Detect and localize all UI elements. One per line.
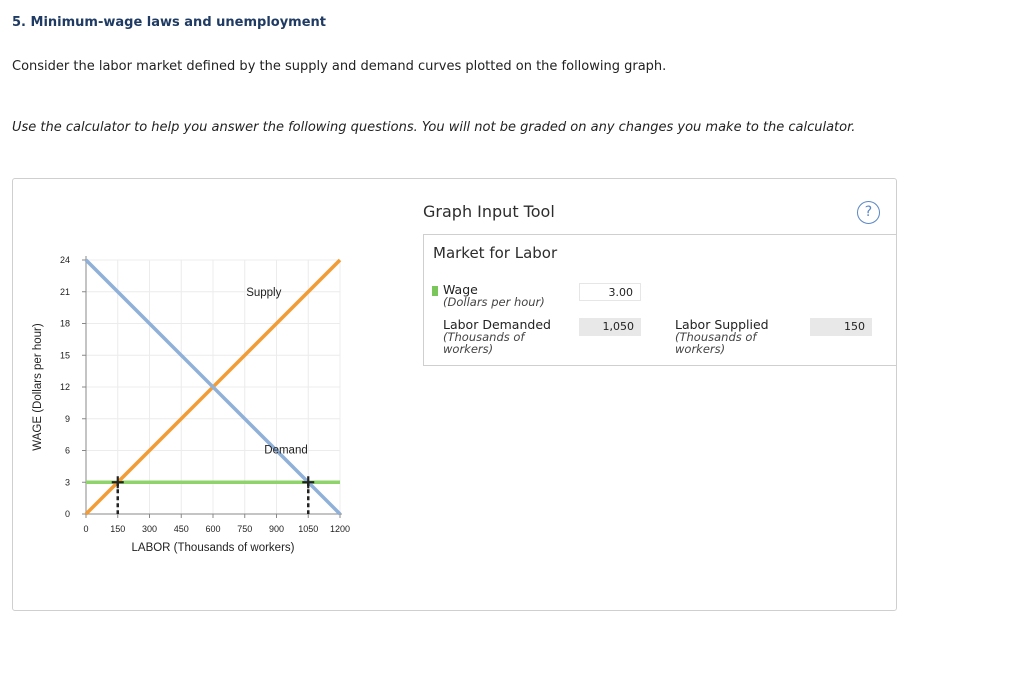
help-icon[interactable]: ?	[857, 201, 880, 224]
y-tick-label: 6	[65, 446, 70, 456]
wage-label-group: Wage (Dollars per hour)	[443, 283, 545, 308]
wage-color-swatch	[432, 286, 438, 296]
x-tick-label: 750	[237, 524, 252, 534]
graph-input-tool-title: Graph Input Tool	[423, 202, 555, 221]
calculator-panel: 0 150 300 450 600 750 900 1050 1200 0 3 6 9 12 15 18 21 2…	[12, 178, 897, 611]
labor-demanded-group: Labor Demanded (Thousands of workers)	[443, 318, 568, 355]
y-axis-title: WAGE (Dollars per hour)	[32, 323, 44, 451]
question-intro: Consider the labor market defined by the…	[12, 59, 667, 74]
question-title: 5. Minimum-wage laws and unemployment	[12, 15, 327, 30]
x-axis-title: LABOR (Thousands of workers)	[132, 542, 295, 554]
x-tick-label: 1050	[298, 524, 318, 534]
labor-supplied-value: 150	[810, 318, 872, 336]
y-tick-label: 21	[60, 287, 70, 297]
y-tick-label: 3	[65, 477, 70, 487]
labor-supplied-group: Labor Supplied (Thousands of workers)	[675, 318, 790, 355]
x-tick-label: 900	[269, 524, 284, 534]
x-tick-label: 0	[83, 524, 88, 534]
y-tick-label: 24	[60, 255, 70, 265]
x-tick-label: 450	[174, 524, 189, 534]
y-tick-label: 9	[65, 414, 70, 424]
x-tick-label: 1200	[330, 524, 350, 534]
x-tick-label: 600	[205, 524, 220, 534]
labor-demanded-unit: (Thousands of workers)	[443, 330, 525, 356]
y-tick-label: 18	[60, 319, 70, 329]
wage-label: Wage	[443, 282, 478, 297]
question-instructions: Use the calculator to help you answer th…	[12, 120, 856, 135]
y-tick-label: 0	[65, 509, 70, 519]
labor-demanded-value: 1,050	[579, 318, 641, 336]
market-title: Market for Labor	[433, 244, 558, 262]
y-tick-label: 15	[60, 350, 70, 360]
labor-supplied-unit: (Thousands of workers)	[675, 330, 757, 356]
labor-market-chart: 0 150 300 450 600 750 900 1050 1200 0 3 6 9 12 15 18 21 2…	[32, 255, 350, 554]
labor-demanded-label: Labor Demanded	[443, 317, 551, 332]
graph-input-tool: Market for Labor Wage (Dollars per hour)…	[423, 234, 897, 366]
wage-input[interactable]: 3.00	[579, 283, 641, 301]
demand-curve	[84, 258, 342, 516]
y-tick-label: 12	[60, 382, 70, 392]
supply-label: Supply	[246, 287, 281, 299]
x-tick-label: 150	[110, 524, 125, 534]
labor-supplied-label: Labor Supplied	[675, 317, 769, 332]
wage-unit: (Dollars per hour)	[443, 295, 545, 309]
demand-label: Demand	[264, 445, 307, 457]
x-tick-label: 300	[142, 524, 157, 534]
